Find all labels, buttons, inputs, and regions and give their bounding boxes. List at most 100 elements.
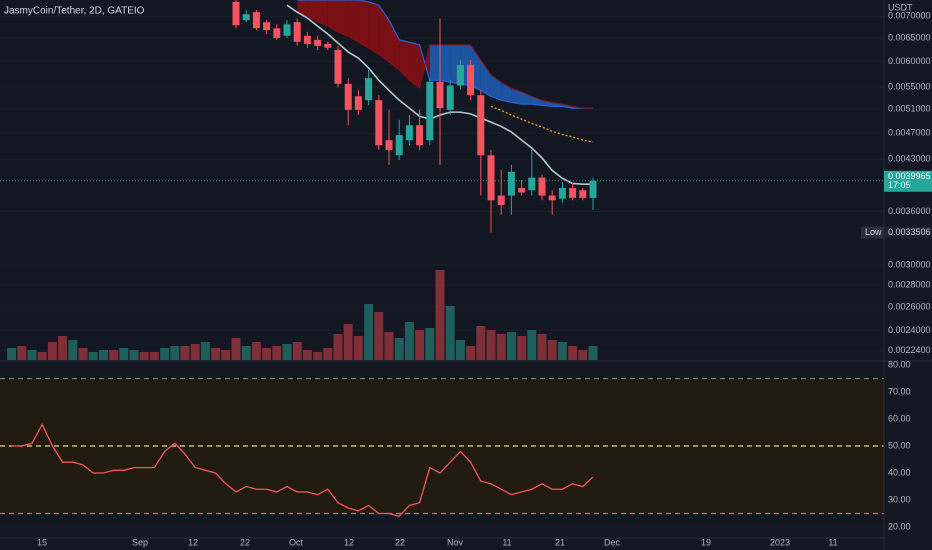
rsi-tick-label: 60.00 [888,413,911,423]
volume-bar [415,330,425,360]
volume-bar [282,344,292,360]
x-tick-label: 12 [188,537,198,547]
rsi-tick-label: 40.00 [888,467,911,477]
volume-bar [588,346,598,360]
candle-body [365,78,373,101]
y-tick-label: 0.0024000 [888,325,931,335]
candle-body [385,140,393,150]
candle-body [477,95,485,156]
candle-body [303,35,311,44]
rsi-line [11,422,594,517]
volume-bar [394,338,404,360]
y-tick-label: 0.0051000 [888,104,931,114]
last-price-box [884,170,932,192]
candle-body [497,195,505,205]
volume-bar [292,342,302,360]
candle-body [324,43,332,48]
candle-body [507,171,515,196]
volume-bar [180,346,190,360]
y-tick-label: 0.0026000 [888,301,931,311]
candle-body [558,187,566,199]
candle-body [375,100,383,146]
rsi-tick-label: 70.00 [888,386,911,396]
x-tick-label: 2023 [770,537,790,547]
candle-body [416,125,424,146]
low-value: 0.0033506 [888,227,931,237]
last-price-label: 0.0039965 [888,171,931,181]
volume-bar [272,346,282,360]
rsi-tick-label: 30.00 [888,494,911,504]
cloud-segment [440,44,451,83]
cloud-segment [389,20,400,70]
candle-body [456,64,464,86]
x-tick-label: 22 [395,537,405,547]
candle-body [334,50,342,84]
candle-body [405,125,413,141]
volume-bar [486,330,496,360]
volume-bar [17,346,27,360]
cloud-segment [491,75,502,101]
volume-bar [88,352,98,360]
cloud-segment [327,0,338,33]
volume-bar [333,334,343,360]
volume-bar [231,338,241,360]
rsi-tick-label: 80.00 [888,359,911,369]
rsi-tick-label: 20.00 [888,521,911,531]
volume-bar [211,348,221,360]
cloud-segment [348,0,359,43]
cloud-segment [297,0,308,16]
volume-bar [445,306,455,360]
cloud-segment [552,102,563,107]
volume-bar [364,304,374,360]
volume-bar [221,350,231,360]
candle-body [487,155,495,201]
x-tick-label: 19 [701,537,711,547]
volume-bar [384,332,394,360]
volume-bar [527,330,537,360]
x-tick-label: 15 [37,537,47,547]
volume-bar [149,352,159,360]
volume-bar [466,346,476,360]
candle-body [314,39,322,46]
volume-bar [109,350,119,360]
x-tick-label: Dec [604,537,621,547]
volume-bar [476,326,486,360]
cloud-segment [317,0,328,27]
volume-bar [241,346,251,360]
cloud-segment [358,0,369,49]
volume-bar [435,270,445,360]
candle-body [589,180,597,198]
cloud-segment [501,82,512,103]
candle-body [293,22,301,42]
cloud-segment [409,42,420,89]
volume-bar [496,334,506,360]
candle-body [538,177,546,196]
rsi-tick-label: 50.00 [888,440,911,450]
currency: USDT [888,2,913,12]
cloud-segment [531,96,542,106]
x-tick-label: Sep [132,537,148,547]
candle-body [273,28,281,39]
low-box [861,226,884,239]
volume-bar [27,350,37,360]
candle-body [579,190,587,198]
volume-bar [537,334,547,360]
candle-body [548,195,556,201]
volume-bar [506,332,516,360]
candle-body [569,187,577,198]
volume-bar [455,340,465,360]
low-value-box [884,226,932,239]
low-label: Low [865,227,882,237]
y-tick-label: 0.0028000 [888,280,931,290]
y-tick-label: 0.0065000 [888,32,931,42]
candle-body [354,96,362,110]
y-tick-label: 0.0070000 [888,11,931,21]
y-tick-label: 0.0043000 [888,154,931,164]
x-tick-label: Nov [447,537,464,547]
candle-body [467,64,475,96]
volume-bar [58,336,68,360]
x-tick-label: 21 [555,537,565,547]
volume-bar [47,342,57,360]
volume-bar [160,348,170,360]
cloud-segment [542,100,553,107]
